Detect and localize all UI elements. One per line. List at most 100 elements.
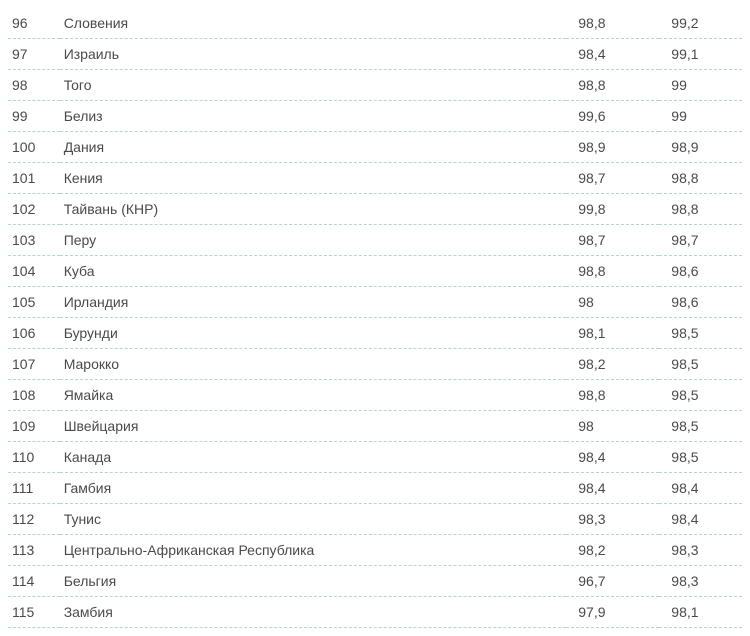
country-cell: Марокко xyxy=(60,349,567,380)
value2-cell: 98,4 xyxy=(659,473,742,504)
value2-cell: 98,3 xyxy=(659,535,742,566)
table-row: 109Швейцария9898,5 xyxy=(8,411,742,442)
country-cell: Тайвань (КНР) xyxy=(60,194,567,225)
value2-cell: 98,3 xyxy=(659,566,742,597)
value1-cell: 98,4 xyxy=(566,473,659,504)
rank-cell: 101 xyxy=(8,163,60,194)
value2-cell: 99,1 xyxy=(659,39,742,70)
value1-cell: 97,9 xyxy=(566,597,659,628)
table-row: 113Центрально-Африканская Республика98,2… xyxy=(8,535,742,566)
country-cell: Перу xyxy=(60,225,567,256)
country-cell: Дания xyxy=(60,132,567,163)
country-cell: Замбия xyxy=(60,597,567,628)
table-row: 114Бельгия96,798,3 xyxy=(8,566,742,597)
value2-cell: 98,5 xyxy=(659,380,742,411)
table-row: 111Гамбия98,498,4 xyxy=(8,473,742,504)
rank-cell: 100 xyxy=(8,132,60,163)
rank-cell: 106 xyxy=(8,318,60,349)
table-row: 106Бурунди98,198,5 xyxy=(8,318,742,349)
value1-cell: 99,8 xyxy=(566,194,659,225)
rank-cell: 109 xyxy=(8,411,60,442)
country-cell: Ямайка xyxy=(60,380,567,411)
value1-cell: 98,7 xyxy=(566,163,659,194)
value1-cell: 99,6 xyxy=(566,101,659,132)
value1-cell: 98,9 xyxy=(566,132,659,163)
country-cell: Белиз xyxy=(60,101,567,132)
rank-cell: 96 xyxy=(8,8,60,39)
value1-cell: 98,8 xyxy=(566,8,659,39)
value1-cell: 98,8 xyxy=(566,70,659,101)
table-row: 112Тунис98,398,4 xyxy=(8,504,742,535)
rank-cell: 114 xyxy=(8,566,60,597)
value2-cell: 99,2 xyxy=(659,8,742,39)
value2-cell: 98,5 xyxy=(659,318,742,349)
value2-cell: 99 xyxy=(659,101,742,132)
rank-cell: 104 xyxy=(8,256,60,287)
value1-cell: 98,1 xyxy=(566,318,659,349)
rank-cell: 98 xyxy=(8,70,60,101)
country-cell: Канада xyxy=(60,442,567,473)
country-cell: Израиль xyxy=(60,39,567,70)
country-cell: Словения xyxy=(60,8,567,39)
table-row: 107Марокко98,298,5 xyxy=(8,349,742,380)
rank-cell: 115 xyxy=(8,597,60,628)
country-cell: Центрально-Африканская Республика xyxy=(60,535,567,566)
value1-cell: 96,7 xyxy=(566,566,659,597)
value2-cell: 98,9 xyxy=(659,132,742,163)
country-cell: Куба xyxy=(60,256,567,287)
table-row: 100Дания98,998,9 xyxy=(8,132,742,163)
rank-cell: 110 xyxy=(8,442,60,473)
value1-cell: 98 xyxy=(566,287,659,318)
table-row: 110Канада98,498,5 xyxy=(8,442,742,473)
value2-cell: 98,6 xyxy=(659,256,742,287)
value1-cell: 98 xyxy=(566,411,659,442)
value2-cell: 98,8 xyxy=(659,194,742,225)
table-row: 101Кения98,798,8 xyxy=(8,163,742,194)
rank-cell: 111 xyxy=(8,473,60,504)
table-row: 115Замбия97,998,1 xyxy=(8,597,742,628)
value1-cell: 98,8 xyxy=(566,380,659,411)
value2-cell: 98,7 xyxy=(659,225,742,256)
table-row: 103Перу98,798,7 xyxy=(8,225,742,256)
country-cell: Бурунди xyxy=(60,318,567,349)
value2-cell: 98,5 xyxy=(659,442,742,473)
value2-cell: 98,6 xyxy=(659,287,742,318)
table-row: 105Ирландия9898,6 xyxy=(8,287,742,318)
rank-cell: 113 xyxy=(8,535,60,566)
value2-cell: 98,5 xyxy=(659,411,742,442)
rank-cell: 112 xyxy=(8,504,60,535)
country-cell: Швейцария xyxy=(60,411,567,442)
value1-cell: 98,3 xyxy=(566,504,659,535)
value2-cell: 99 xyxy=(659,70,742,101)
value1-cell: 98,8 xyxy=(566,256,659,287)
country-cell: Тунис xyxy=(60,504,567,535)
table-row: 99Белиз99,699 xyxy=(8,101,742,132)
rank-cell: 105 xyxy=(8,287,60,318)
table-row: 108Ямайка98,898,5 xyxy=(8,380,742,411)
value1-cell: 98,2 xyxy=(566,349,659,380)
rank-cell: 97 xyxy=(8,39,60,70)
value2-cell: 98,1 xyxy=(659,597,742,628)
country-cell: Гамбия xyxy=(60,473,567,504)
country-cell: Ирландия xyxy=(60,287,567,318)
country-cell: Бельгия xyxy=(60,566,567,597)
country-cell: Кения xyxy=(60,163,567,194)
table-row: 96Словения98,899,2 xyxy=(8,8,742,39)
value1-cell: 98,4 xyxy=(566,442,659,473)
table-row: 104Куба98,898,6 xyxy=(8,256,742,287)
table-body: 96Словения98,899,297Израиль98,499,198Тог… xyxy=(8,8,742,628)
country-cell: Того xyxy=(60,70,567,101)
value1-cell: 98,4 xyxy=(566,39,659,70)
value1-cell: 98,7 xyxy=(566,225,659,256)
table-row: 97Израиль98,499,1 xyxy=(8,39,742,70)
table-row: 98Того98,899 xyxy=(8,70,742,101)
rank-cell: 108 xyxy=(8,380,60,411)
table-row: 102Тайвань (КНР)99,898,8 xyxy=(8,194,742,225)
rank-cell: 103 xyxy=(8,225,60,256)
rank-cell: 102 xyxy=(8,194,60,225)
rank-cell: 107 xyxy=(8,349,60,380)
value2-cell: 98,8 xyxy=(659,163,742,194)
rank-cell: 99 xyxy=(8,101,60,132)
value2-cell: 98,5 xyxy=(659,349,742,380)
ranking-table: 96Словения98,899,297Израиль98,499,198Тог… xyxy=(8,8,742,628)
